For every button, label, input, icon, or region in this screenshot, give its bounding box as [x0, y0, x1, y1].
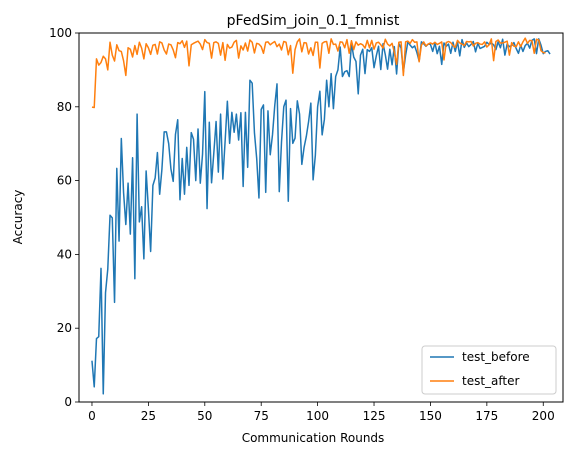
x-tick-label: 125 [363, 409, 386, 423]
x-tick-label: 200 [532, 409, 555, 423]
legend-box [421, 345, 557, 395]
y-tick-label: 100 [49, 26, 72, 40]
y-tick-label: 40 [57, 247, 72, 261]
x-tick-label: 75 [254, 409, 269, 423]
y-tick-label: 60 [57, 174, 72, 188]
x-tick-label: 0 [88, 409, 96, 423]
chart-title: pFedSim_join_0.1_fmnist [227, 13, 400, 29]
y-tick-label: 80 [57, 100, 72, 114]
y-tick-label: 0 [64, 395, 72, 409]
legend: test_before test_after [421, 345, 557, 395]
x-tick-label: 50 [197, 409, 212, 423]
y-axis-title: Accuracy [11, 190, 25, 245]
x-tick-label: 25 [141, 409, 156, 423]
x-tick-label: 150 [419, 409, 442, 423]
y-tick-label: 20 [57, 321, 72, 335]
series-layer [91, 37, 551, 395]
legend-label-test-after: test_after [462, 374, 520, 388]
x-axis-title: Communication Rounds [242, 431, 385, 445]
legend-label-test-before: test_before [462, 350, 530, 364]
x-tick-label: 100 [306, 409, 329, 423]
y-axis: 0 20 40 60 80 100 [49, 26, 79, 409]
plot-area [78, 32, 564, 403]
plot-frame [78, 32, 564, 403]
series-line-test-after [91, 37, 546, 109]
series-line-test-before [91, 38, 551, 395]
x-axis: 0 25 50 75 100 125 150 175 200 [88, 402, 555, 423]
x-tick-label: 175 [475, 409, 498, 423]
